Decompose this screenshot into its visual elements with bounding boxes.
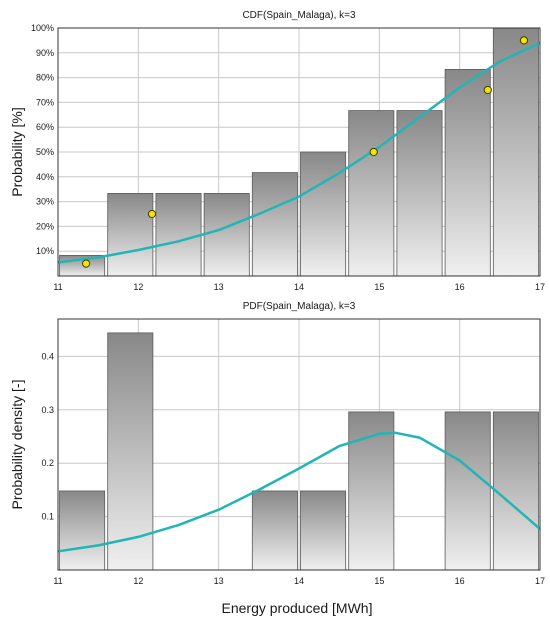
histogram-bar xyxy=(107,193,154,277)
y-tick-label: 0.3 xyxy=(41,405,54,415)
x-tick-label: 13 xyxy=(214,576,224,586)
histogram-bar xyxy=(444,69,491,277)
x-tick-label: 16 xyxy=(455,576,465,586)
y-tick-label: 50% xyxy=(36,147,54,157)
y-tick-label: 0.2 xyxy=(41,458,54,468)
x-tick-label: 12 xyxy=(133,576,143,586)
fitted-curve xyxy=(57,431,541,553)
x-tick-label: 15 xyxy=(374,282,384,292)
x-tick-label: 11 xyxy=(53,576,62,586)
sample-point xyxy=(519,36,529,45)
histogram-bar xyxy=(107,332,154,571)
histogram-bar xyxy=(396,110,443,277)
histogram-bar xyxy=(444,411,491,571)
histogram-bar xyxy=(155,193,202,277)
chart-title: CDF(Spain_Malaga), k=3 xyxy=(242,10,356,21)
plot-frame xyxy=(57,27,541,277)
sample-point xyxy=(82,259,91,268)
x-tick-label: 12 xyxy=(133,282,143,292)
x-tick-label: 13 xyxy=(214,282,224,292)
y-axis-label: Probability density [-] xyxy=(9,380,25,510)
sample-point xyxy=(483,85,492,95)
pdf-panel: 0.1 0.2 0.3 0.4 11 12 13 14 15 16 17 PDF(Spain_Mala… xyxy=(9,301,545,586)
x-tick-label: 17 xyxy=(535,576,545,586)
histogram-bar xyxy=(300,490,347,571)
histogram-bar xyxy=(251,172,298,277)
x-tick-label: 16 xyxy=(455,282,465,292)
chart-title: PDF(Spain_Malaga), k=3 xyxy=(243,301,356,312)
histogram-bar xyxy=(348,411,395,571)
x-tick-label: 17 xyxy=(535,282,545,292)
y-axis-label: Probability [%] xyxy=(9,107,25,196)
histogram-bar xyxy=(348,110,395,277)
y-tick-label: 10% xyxy=(36,246,54,256)
y-tick-label: 60% xyxy=(36,122,54,132)
fitted-curve xyxy=(57,41,541,264)
histogram-bar xyxy=(492,411,539,571)
y-tick-label: 0.4 xyxy=(41,351,54,361)
x-tick-label: 14 xyxy=(294,282,304,292)
x-axis-label: Energy produced [MWh] xyxy=(222,600,373,616)
histogram-bar xyxy=(251,490,298,571)
y-tick-label: 20% xyxy=(36,221,54,231)
x-tick-label: 15 xyxy=(374,576,384,586)
y-tick-label: 0.1 xyxy=(41,512,54,522)
x-tick-label: 11 xyxy=(53,282,62,292)
y-tick-label: 30% xyxy=(36,197,54,207)
histogram-bar xyxy=(59,490,106,571)
histogram-bar xyxy=(492,27,539,277)
x-tick-label: 14 xyxy=(294,576,304,586)
y-tick-label: 70% xyxy=(36,97,54,107)
sample-point xyxy=(369,147,378,157)
sample-point xyxy=(147,209,157,219)
y-tick-label: 80% xyxy=(36,73,54,83)
y-tick-label: 40% xyxy=(36,172,54,182)
histogram-bar xyxy=(203,193,250,277)
y-tick-label: 100% xyxy=(31,23,54,33)
histogram-bar xyxy=(300,151,347,277)
y-tick-label: 90% xyxy=(36,48,54,58)
cdf-panel: 10% 20% 30% 40% 50% 60% 70% 80% 90% 100% 11 12 13 14 1… xyxy=(9,10,545,292)
plot-frame xyxy=(57,318,541,571)
